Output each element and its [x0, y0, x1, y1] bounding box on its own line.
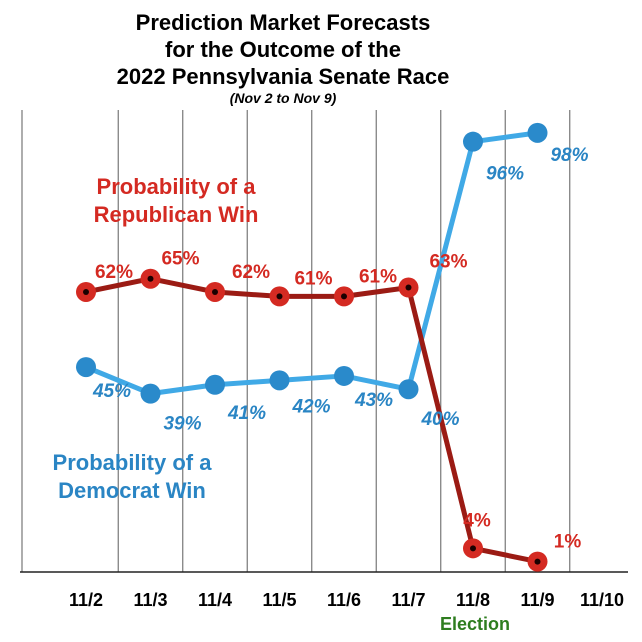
rep-value-label: 61%	[359, 266, 397, 287]
x-tick-label: 11/3	[133, 590, 167, 610]
dem-data-point	[205, 374, 225, 395]
dem-value-label: 42%	[291, 396, 330, 417]
series-layer	[76, 122, 548, 572]
dem-data-point	[269, 370, 290, 391]
rep-value-label: 1%	[554, 532, 582, 553]
x-tick-label: 11/4	[198, 590, 232, 610]
x-tick-label: 11/5	[262, 590, 296, 610]
x-tick-label: 11/10	[580, 590, 624, 610]
dem-series-line	[83, 130, 540, 397]
dem-data-point	[398, 379, 419, 400]
chart-title-line-3: 2022 Pennsylvania Senate Race	[117, 64, 450, 89]
x-tick-label: 11/8	[456, 590, 490, 610]
dem-data-point	[334, 365, 354, 386]
x-tick-label: 11/9	[520, 590, 554, 610]
value-labels: 62% 65% 62% 61% 61% 63% 4% 1% 45% 39% 41% 42% 43% 40%…	[92, 145, 589, 553]
dem-value-label: 41%	[227, 403, 266, 424]
dem-value-label: 40%	[420, 409, 459, 430]
dem-value-label: 45%	[92, 381, 131, 402]
dem-value-label: 96%	[486, 164, 524, 185]
x-tick-label: 11/7	[391, 590, 425, 610]
x-tick-labels: 11/2 11/3 11/4 11/5 11/6 11/7 11/8 11/9 11/10	[69, 590, 624, 610]
rep-data-point-center	[534, 558, 541, 565]
rep-data-point-center	[83, 288, 89, 295]
rep-data-point-center	[470, 545, 476, 552]
rep-data-point-center	[212, 288, 218, 295]
rep-value-label: 61%	[294, 268, 332, 289]
rep-data-point-center	[147, 275, 154, 282]
dem-data-point	[76, 357, 96, 378]
x-tick-label: 11/2	[69, 590, 103, 610]
x-tick-label: 11/6	[327, 590, 361, 610]
dem-data-point	[140, 383, 161, 404]
dem-data-point	[527, 122, 548, 143]
dem-value-label: 39%	[163, 414, 201, 435]
dem-value-label: 43%	[354, 390, 393, 411]
rep-data-point-center	[276, 293, 283, 300]
rep-value-label: 62%	[232, 262, 270, 283]
republican-series-label-line-1: Probability of a	[97, 174, 257, 199]
democrat-series-label-line-1: Probability of a	[53, 450, 213, 475]
rep-data-point-center	[341, 293, 347, 300]
democrat-series-label-line-2: Democrat Win	[58, 478, 206, 503]
dem-value-label: 98%	[550, 145, 588, 166]
republican-series-label-line-2: Republican Win	[94, 202, 259, 227]
rep-value-label: 63%	[429, 252, 467, 273]
rep-data-point-center	[405, 284, 412, 291]
election-annotation: Election	[440, 614, 510, 634]
rep-value-label: 62%	[95, 262, 133, 283]
chart-subtitle: (Nov 2 to Nov 9)	[230, 90, 337, 106]
chart-title-line-2: for the Outcome of the	[165, 37, 401, 62]
chart-title-line-1: Prediction Market Forecasts	[136, 10, 431, 35]
rep-value-label: 4%	[463, 510, 491, 531]
dem-data-point	[463, 131, 483, 152]
rep-series-line	[83, 276, 540, 565]
rep-value-label: 65%	[161, 249, 199, 270]
chart-grid	[21, 110, 571, 572]
